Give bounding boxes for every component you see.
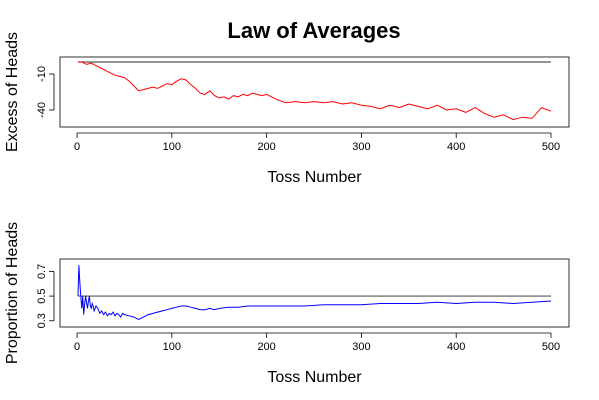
proportion-of-heads-y-tick-label: 0.7 xyxy=(36,264,48,279)
proportion-of-heads-x-tick-label: 0 xyxy=(74,341,80,353)
proportion-of-heads-x-tick-label: 300 xyxy=(352,341,370,353)
excess-of-heads-x-tick-label: 300 xyxy=(352,141,370,153)
excess-of-heads-x-tick-label: 200 xyxy=(257,141,275,153)
chart-title: Law of Averages xyxy=(227,18,400,43)
excess-of-heads-y-tick-label: -10 xyxy=(36,66,48,82)
proportion-of-heads-plot-frame xyxy=(59,258,570,328)
excess-of-heads-x-tick-label: 100 xyxy=(163,141,181,153)
proportion-of-heads-panel: 0 100 200 300 400 500 0.3 0.5 0.7 Toss Number Prop… xyxy=(4,222,570,386)
proportion-of-heads-x-tick-label: 100 xyxy=(163,341,181,353)
proportion-of-heads-y-axis-title: Proportion of Heads xyxy=(4,222,21,364)
excess-of-heads-x-axis-title: Toss Number xyxy=(267,169,362,186)
excess-of-heads-plot-frame xyxy=(59,56,570,128)
excess-of-heads-x-tick-label: 400 xyxy=(447,141,465,153)
proportion-of-heads-x-tick-label: 500 xyxy=(542,341,560,353)
excess-of-heads-x-tick-label: 0 xyxy=(74,141,80,153)
proportion-of-heads-x-axis-title: Toss Number xyxy=(267,369,362,386)
proportion-of-heads-y-tick-label: 0.3 xyxy=(36,313,48,328)
excess-of-heads-y-tick-label: -40 xyxy=(36,102,48,118)
proportion-of-heads-y-tick-label: 0.5 xyxy=(36,288,48,303)
proportion-of-heads-x-tick-label: 400 xyxy=(447,341,465,353)
excess-of-heads-y-axis-title: Excess of Heads xyxy=(4,32,21,152)
excess-of-heads-series-line xyxy=(78,61,552,121)
excess-of-heads-x-tick-label: 500 xyxy=(542,141,560,153)
proportion-of-heads-x-tick-label: 200 xyxy=(257,341,275,353)
excess-of-heads-panel: 0 100 200 300 400 500 -10 -40 Toss Number Excess … xyxy=(4,32,570,186)
proportion-of-heads-series-line xyxy=(77,265,552,321)
